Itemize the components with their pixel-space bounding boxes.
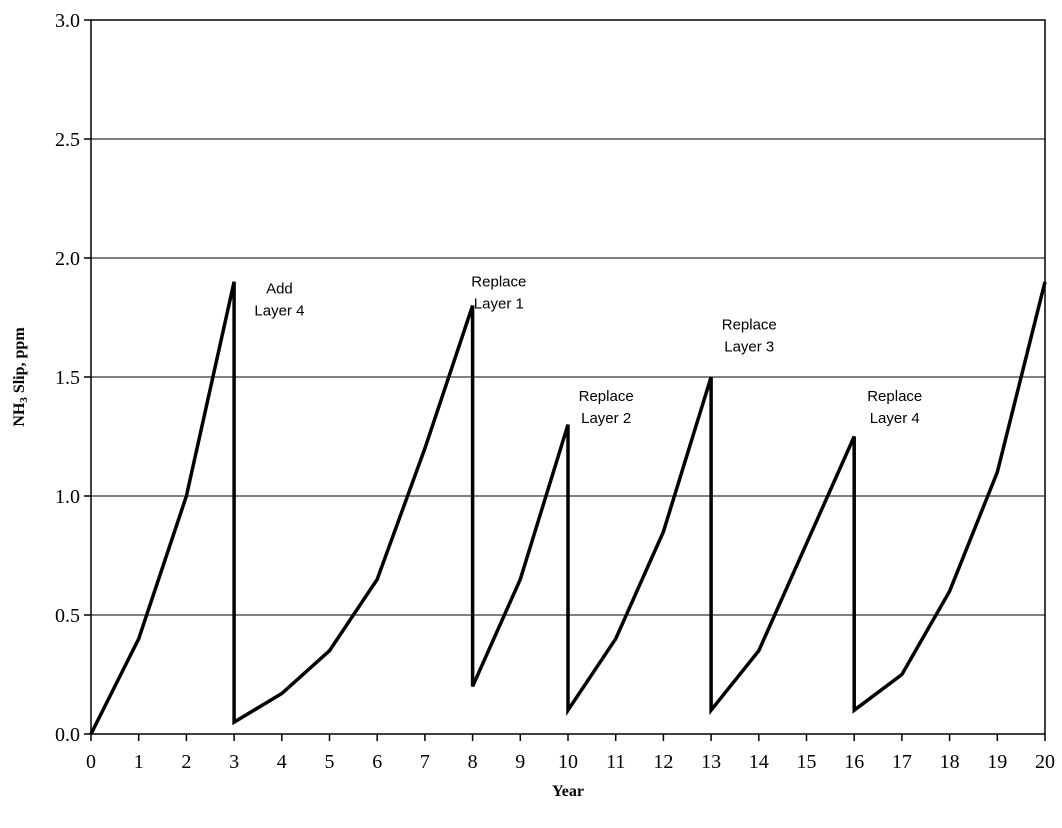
y-axis-title-subscript: 3 — [18, 397, 30, 403]
x-tick-label: 0 — [86, 751, 96, 773]
axis-ticks — [84, 19, 1046, 741]
x-tick-label: 10 — [558, 751, 578, 773]
x-tick-label: 16 — [844, 751, 864, 773]
annotation-line: Replace — [867, 388, 922, 405]
x-tick-label: 1 — [134, 751, 144, 773]
annotation-label: Replace Layer 1 — [471, 274, 526, 313]
y-tick-label: 2.0 — [55, 248, 80, 270]
x-tick-label: 7 — [420, 751, 430, 773]
annotation-line: Replace — [722, 316, 777, 333]
y-tick-labels: 0.0 0.5 1.0 1.5 2.0 2.5 3.0 — [55, 10, 80, 746]
x-tick-labels: 0 1 2 3 4 5 6 7 8 9 10 11 12 13 14 15 16 17 18 19 20 — [86, 751, 1055, 773]
x-tick-label: 13 — [701, 751, 721, 773]
y-tick-label: 1.5 — [55, 367, 80, 389]
y-axis-title: NH3 Slip, ppm — [11, 327, 30, 427]
x-tick-label: 14 — [749, 751, 769, 773]
y-tick-label: 3.0 — [55, 10, 80, 32]
annotation-line: Add — [266, 281, 293, 298]
annotation-label: Replace Layer 4 — [867, 388, 922, 427]
x-tick-label: 8 — [468, 751, 478, 773]
y-tick-label: 0.5 — [55, 605, 80, 627]
x-tick-label: 5 — [325, 751, 335, 773]
y-tick-label: 2.5 — [55, 129, 80, 151]
x-tick-label: 18 — [940, 751, 960, 773]
x-tick-label: 6 — [372, 751, 382, 773]
x-tick-label: 20 — [1035, 751, 1055, 773]
x-tick-label: 9 — [515, 751, 525, 773]
series-layer — [89, 281, 1047, 735]
x-tick-label: 2 — [181, 751, 191, 773]
x-tick-label: 4 — [277, 751, 287, 773]
annotation-label: Replace Layer 2 — [579, 388, 634, 427]
annotation-line: Layer 2 — [581, 410, 631, 427]
y-axis-title-rest: Slip, ppm — [11, 327, 28, 397]
annotation-label: Replace Layer 3 — [722, 316, 777, 355]
grid-lines — [91, 138, 1045, 616]
annotation-line: Layer 1 — [474, 296, 524, 313]
x-tick-label: 15 — [797, 751, 817, 773]
y-axis-title-main: NH — [11, 402, 28, 427]
annotation-line: Layer 4 — [870, 410, 920, 427]
series-line — [89, 281, 1047, 735]
annotation-line: Replace — [471, 274, 526, 291]
x-tick-label: 12 — [653, 751, 673, 773]
x-axis-title: Year — [552, 783, 584, 800]
x-tick-label: 3 — [229, 751, 239, 773]
annotation-line: Replace — [579, 388, 634, 405]
annotation-label: Add Layer 4 — [254, 281, 304, 320]
x-tick-label: 17 — [892, 751, 912, 773]
annotation-line: Layer 3 — [724, 338, 774, 355]
annotation-line: Layer 4 — [254, 303, 304, 320]
y-tick-label: 0.0 — [55, 724, 80, 746]
x-tick-label: 19 — [987, 751, 1007, 773]
x-tick-label: 11 — [606, 751, 625, 773]
y-tick-label: 1.0 — [55, 486, 80, 508]
